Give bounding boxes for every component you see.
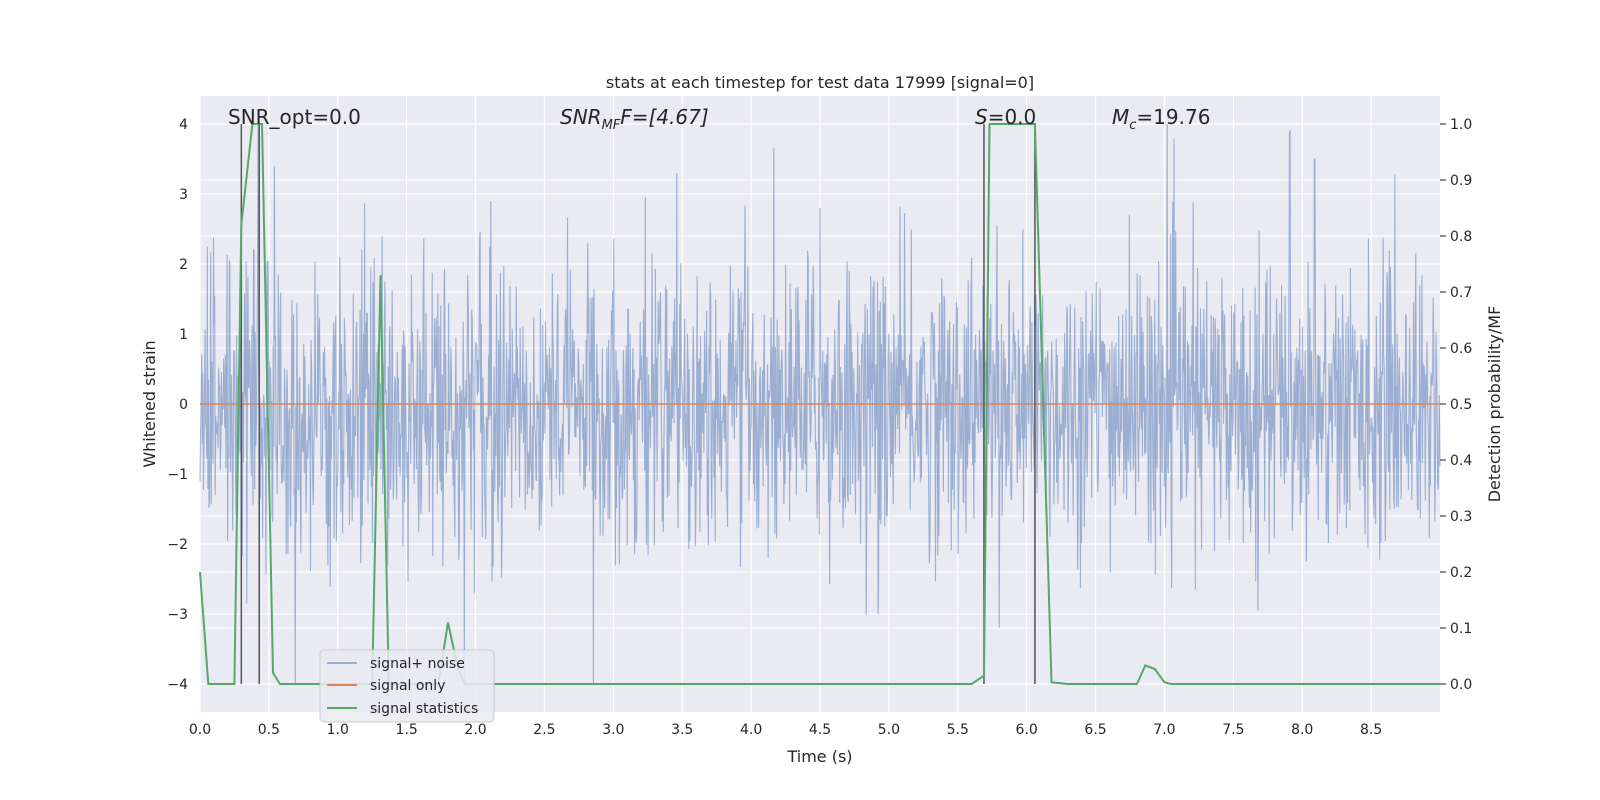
chart-title: stats at each timestep for test data 179… bbox=[606, 73, 1034, 92]
y2-axis-ticks: 0.0 0.1 0.2 0.3 0.4 0.5 0.6 0.7 0.8 0.9 1.0 bbox=[1440, 117, 1472, 693]
annotation-mc: Mc=19.76 bbox=[1112, 105, 1210, 133]
legend-label-signal-noise: signal+ noise bbox=[370, 656, 465, 672]
y-tick-label: 1 bbox=[179, 327, 188, 343]
annotation-mc-main: M bbox=[1112, 105, 1129, 129]
y-tick-label: −4 bbox=[167, 677, 188, 693]
annotation-snr-opt: SNR_opt=0.0 bbox=[228, 105, 361, 129]
x-tick-label: 4.0 bbox=[740, 722, 762, 738]
legend-box bbox=[319, 649, 495, 723]
x-axis-label: Time (s) bbox=[786, 747, 852, 766]
y-axis-ticks: −4 −3 −2 −1 0 1 2 3 4 bbox=[167, 117, 188, 693]
y-axis-label: Whitened strain bbox=[140, 340, 159, 467]
y2-tick-label: 0.6 bbox=[1450, 341, 1472, 357]
x-tick-label: 8.5 bbox=[1360, 722, 1382, 738]
legend: signal+ noise signal only signal statist… bbox=[319, 649, 495, 723]
x-tick-label: 0.5 bbox=[258, 722, 280, 738]
x-tick-label: 3.0 bbox=[602, 722, 624, 738]
signal-plus-noise-series bbox=[199, 123, 1441, 685]
y2-tick-label: 0.8 bbox=[1450, 229, 1472, 245]
x-axis-ticks: 0.0 0.5 1.0 1.5 2.0 2.5 3.0 3.5 4.0 4.5 5.0 5.5 6.0 6… bbox=[189, 722, 1382, 738]
legend-label-signal-statistics: signal statistics bbox=[370, 701, 478, 717]
x-tick-label: 3.5 bbox=[671, 722, 693, 738]
annotation-snr-mf-sub: MF bbox=[602, 118, 621, 133]
x-tick-label: 4.5 bbox=[809, 722, 831, 738]
annotation-snr-mf-main: SNR bbox=[560, 105, 602, 129]
x-tick-label: 1.0 bbox=[327, 722, 349, 738]
x-tick-label: 0.0 bbox=[189, 722, 211, 738]
y2-tick-label: 0.4 bbox=[1450, 453, 1472, 469]
annotation-s-rest: =0.0 bbox=[988, 105, 1037, 129]
y2-tick-label: 0.9 bbox=[1450, 173, 1472, 189]
x-tick-label: 6.0 bbox=[1016, 722, 1038, 738]
y-tick-label: −2 bbox=[167, 537, 188, 553]
y-tick-label: 2 bbox=[179, 257, 188, 273]
x-tick-label: 7.0 bbox=[1153, 722, 1175, 738]
y2-tick-label: 0.1 bbox=[1450, 621, 1472, 637]
annotation-snr-mf: SNRMFF=[4.67] bbox=[560, 105, 709, 133]
signal-noise-line bbox=[199, 123, 1441, 685]
annotation-snr-mf-rest: F=[4.67] bbox=[620, 105, 708, 129]
y2-tick-label: 0.2 bbox=[1450, 565, 1472, 581]
x-tick-label: 2.5 bbox=[533, 722, 555, 738]
y2-tick-label: 1.0 bbox=[1450, 117, 1472, 133]
annotation-mc-rest: =19.76 bbox=[1136, 105, 1210, 129]
annotation-s: S=0.0 bbox=[975, 105, 1036, 129]
y2-tick-label: 0.5 bbox=[1450, 397, 1472, 413]
x-tick-label: 5.0 bbox=[878, 722, 900, 738]
x-tick-label: 5.5 bbox=[947, 722, 969, 738]
y-tick-label: −1 bbox=[167, 467, 188, 483]
legend-label-signal-only: signal only bbox=[370, 678, 445, 694]
y-tick-label: 4 bbox=[179, 117, 188, 133]
y2-axis-label: Detection probability/MF bbox=[1485, 306, 1504, 503]
annotation-mc-sub: c bbox=[1129, 118, 1136, 133]
annotation-s-main: S bbox=[975, 105, 988, 129]
y-tick-label: 0 bbox=[179, 397, 188, 413]
y-tick-label: −3 bbox=[167, 607, 188, 623]
x-tick-label: 8.0 bbox=[1291, 722, 1313, 738]
y2-tick-label: 0.3 bbox=[1450, 509, 1472, 525]
x-tick-label: 7.5 bbox=[1222, 722, 1244, 738]
x-tick-label: 1.5 bbox=[396, 722, 418, 738]
y-tick-label: 3 bbox=[179, 187, 188, 203]
y2-tick-label: 0.7 bbox=[1450, 285, 1472, 301]
x-tick-label: 6.5 bbox=[1084, 722, 1106, 738]
x-tick-label: 2.0 bbox=[464, 722, 486, 738]
y2-tick-label: 0.0 bbox=[1450, 677, 1472, 693]
